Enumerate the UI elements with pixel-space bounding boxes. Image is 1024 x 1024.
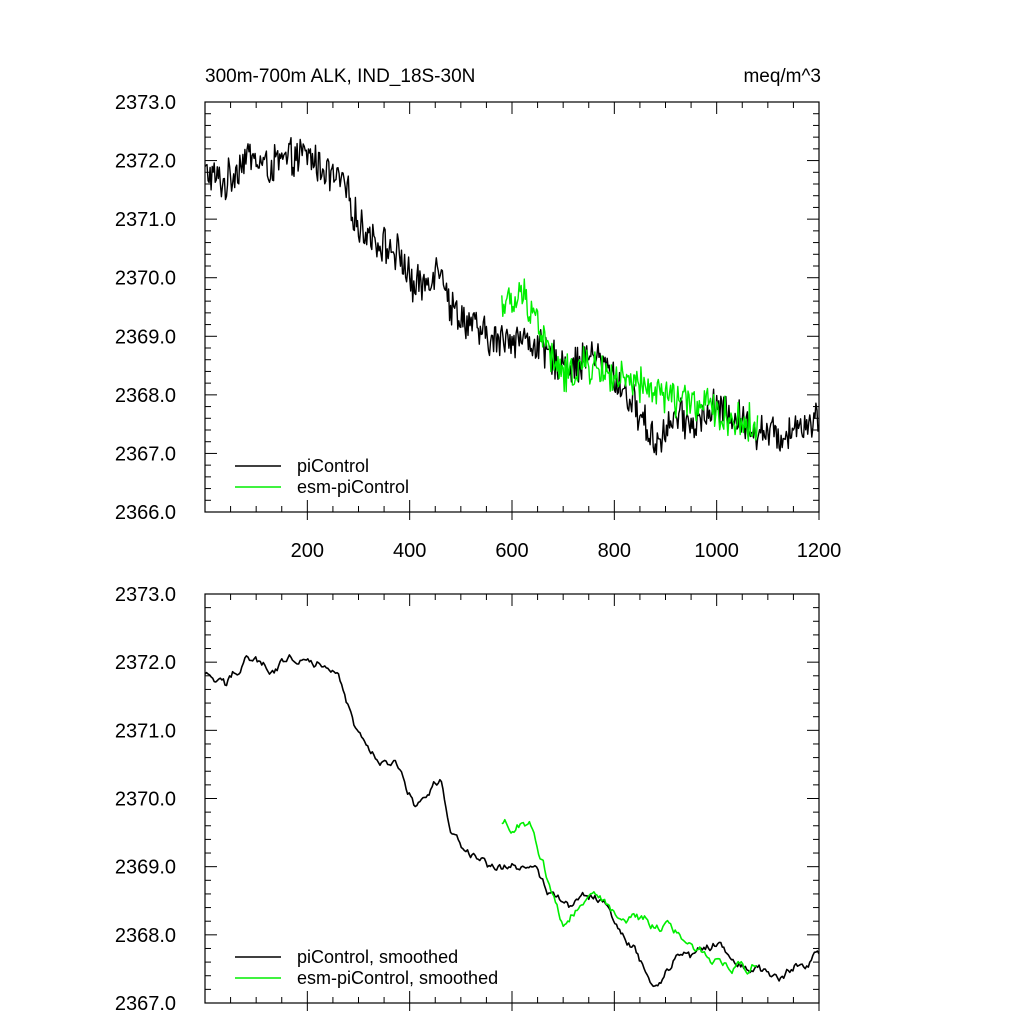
series-line-picontrol-smoothed [205, 654, 819, 988]
y-tick-label: 2367.0 [115, 443, 176, 465]
y-tick-label: 2371.0 [115, 720, 176, 742]
legend-label: piControl, smoothed [297, 947, 458, 967]
plot-frame [204, 593, 820, 1004]
y-tick-label: 2368.0 [115, 385, 176, 407]
y-tick-label: 2369.0 [115, 326, 176, 348]
x-tick-label: 400 [393, 540, 426, 562]
y-tick-label: 2372.0 [115, 151, 176, 173]
legend-label: esm-piControl, smoothed [297, 968, 498, 988]
x-tick-label: 200 [291, 540, 324, 562]
chart-units: meq/m^3 [743, 66, 821, 87]
y-tick-label: 2371.0 [115, 209, 176, 231]
chart-title: 300m-700m ALK, IND_18S-30N [205, 66, 475, 87]
y-tick-label: 2372.0 [115, 652, 176, 674]
y-tick-label: 2368.0 [115, 925, 176, 947]
series-line-picontrol [205, 137, 819, 456]
series-line-esm-picontrol [501, 278, 759, 442]
legend-label: piControl [297, 456, 369, 476]
bottom-panel: 2367.0 2368.0 2369.0 2370.0 2371.0 2372.0 2373… [115, 584, 820, 1015]
y-tick-label: 2373.0 [115, 92, 176, 114]
y-tick-label: 2367.0 [115, 993, 176, 1015]
series-line-esm-picontrol-smoothed [501, 818, 757, 975]
y-tick-label: 2369.0 [115, 857, 176, 879]
y-tick-label: 2370.0 [115, 268, 176, 290]
series-group [205, 654, 819, 988]
top-panel: 2366.0 2367.0 2368.0 2369.0 2370.0 2371.0 2372… [115, 92, 841, 562]
x-tick-label: 600 [495, 540, 528, 562]
legend-label: esm-piControl [297, 477, 409, 497]
x-tick-label: 800 [598, 540, 631, 562]
y-tick-label: 2366.0 [115, 502, 176, 524]
series-group [205, 137, 819, 456]
y-tick-label: 2373.0 [115, 584, 176, 606]
x-tick-label: 1200 [797, 540, 842, 562]
y-tick-label: 2370.0 [115, 789, 176, 811]
x-tick-label: 1000 [694, 540, 739, 562]
